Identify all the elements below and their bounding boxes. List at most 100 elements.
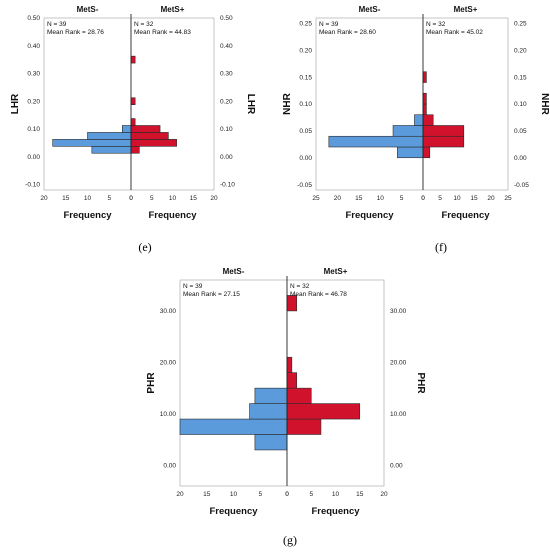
right-histogram-bar [130,125,161,133]
y-tick-label-left: 20.00 [160,360,177,367]
y-tick-label-left: 0.00 [163,463,176,470]
y-tick-label-left: 0.25 [299,21,312,28]
y-tick-label-right: 0.00 [514,155,527,162]
x-axis-title-right: Frequency [441,210,490,221]
x-tick-label-right: 10 [169,195,177,202]
x-tick-label-left: 10 [377,195,385,202]
x-axis-title-left: Frequency [63,210,112,221]
right-histogram-bar [286,403,361,420]
group-title-left: MetS- [359,5,381,14]
y-axis-title-right: NHR [539,93,550,115]
plot-frame [315,17,509,191]
y-tick-label-left: 0.10 [27,126,40,133]
panel-caption: (g) [283,533,297,547]
right-histogram-bar [422,114,434,126]
x-axis-title-right: Frequency [148,210,197,221]
x-tick-label-left: 20 [176,491,184,498]
y-tick-label-left: 0.20 [27,98,40,105]
group-title-left: MetS- [223,267,245,276]
x-tick-label-left: 0 [421,195,425,202]
x-tick-label-right: 25 [504,195,512,202]
y-tick-label-right: 0.50 [220,15,233,22]
y-tick-label-left: 0.30 [27,71,40,78]
x-tick-label-left: 5 [258,491,262,498]
left-n-label: N = 39 [47,21,67,28]
y-tick-label-left: 0.50 [27,15,40,22]
x-tick-label-left: 5 [400,195,404,202]
y-tick-label-left: 0.00 [299,155,312,162]
y-axis-title-left: PHR [146,372,157,394]
group-title-right: MetS+ [454,5,478,14]
left-mean-rank-label: Mean Rank = 27.15 [183,291,240,298]
left-histogram-bar [52,139,132,147]
y-tick-label-left: 0.00 [27,154,40,161]
x-tick-label-right: 0 [421,195,425,202]
plot-frame [179,279,385,487]
y-tick-label-right: 0.00 [390,463,403,470]
y-tick-label-right: 0.00 [220,154,233,161]
y-axis-title-left: NHR [282,92,293,114]
left-n-label: N = 39 [183,283,203,290]
x-axis-title-left: Frequency [345,210,394,221]
left-histogram-bar [249,403,288,420]
right-histogram-bar [286,372,297,389]
y-axis-title-right: LHR [245,94,256,115]
panel-caption: (e) [138,240,151,254]
y-tick-label-right: 0.25 [514,21,527,28]
x-tick-label-left: 10 [230,491,238,498]
x-tick-label-right: 15 [356,491,364,498]
x-tick-label-right: 10 [332,491,340,498]
left-n-label: N = 39 [319,21,339,28]
left-histogram-bar [254,434,288,451]
pyramid-chart-e: -0.10 -0.10 0.00 0.00 0.10 0.10 0.20 0.20 0.30 0.… [10,5,256,254]
right-histogram-bar [130,139,177,147]
right-mean-rank-label: Mean Rank = 45.02 [426,29,483,36]
y-tick-label-right: 0.15 [514,74,527,81]
x-tick-label-right: 5 [438,195,442,202]
left-histogram-bar [87,132,132,140]
right-histogram-bar [130,118,136,126]
x-tick-label-left: 20 [40,195,48,202]
x-tick-label-left: 0 [129,195,133,202]
y-tick-label-right: 0.20 [220,98,233,105]
y-tick-label-right: 0.40 [220,43,233,50]
x-tick-label-left: 15 [203,491,211,498]
left-histogram-bar [397,146,424,159]
left-histogram-bar [122,125,132,133]
right-histogram-bar [286,356,293,373]
left-mean-rank-label: Mean Rank = 28.60 [319,29,376,36]
right-histogram-bar [130,55,136,64]
x-tick-label-right: 20 [210,195,218,202]
y-tick-label-right: 20.00 [390,360,407,367]
pyramid-chart-g: 0.00 0.00 10.00 10.00 20.00 20.00 30.00 30.00 20… [146,267,426,547]
group-title-right: MetS+ [161,5,185,14]
right-histogram-bar [422,135,465,148]
y-tick-label-right: 0.30 [220,71,233,78]
right-histogram-bar [422,146,431,159]
group-title-right: MetS+ [324,267,348,276]
right-histogram-bar [422,71,427,83]
y-tick-label-left: 0.20 [299,47,312,54]
pyramid-chart-f: -0.05 -0.05 0.00 0.00 0.05 0.05 0.10 0.10 0.15 0.… [282,5,550,254]
right-histogram-bar [130,146,140,154]
y-tick-label-right: 0.10 [514,101,527,108]
x-tick-label-left: 25 [312,195,320,202]
x-tick-label-right: 20 [380,491,388,498]
left-histogram-bar [392,125,424,137]
x-tick-label-right: 15 [190,195,198,202]
y-axis-title-right: PHR [415,372,426,394]
group-title-left: MetS- [77,5,99,14]
y-tick-label-right: -0.10 [220,182,235,189]
y-tick-label-left: 0.40 [27,43,40,50]
x-tick-label-right: 15 [470,195,478,202]
x-tick-label-right: 20 [487,195,495,202]
x-tick-label-right: 0 [129,195,133,202]
x-tick-label-right: 0 [285,491,289,498]
right-mean-rank-label: Mean Rank = 46.78 [290,291,347,298]
left-histogram-bar [254,387,288,404]
right-histogram-bar [286,387,312,404]
x-tick-label-right: 10 [453,195,461,202]
y-tick-label-left: 30.00 [160,308,177,315]
y-tick-label-left: 0.15 [299,74,312,81]
